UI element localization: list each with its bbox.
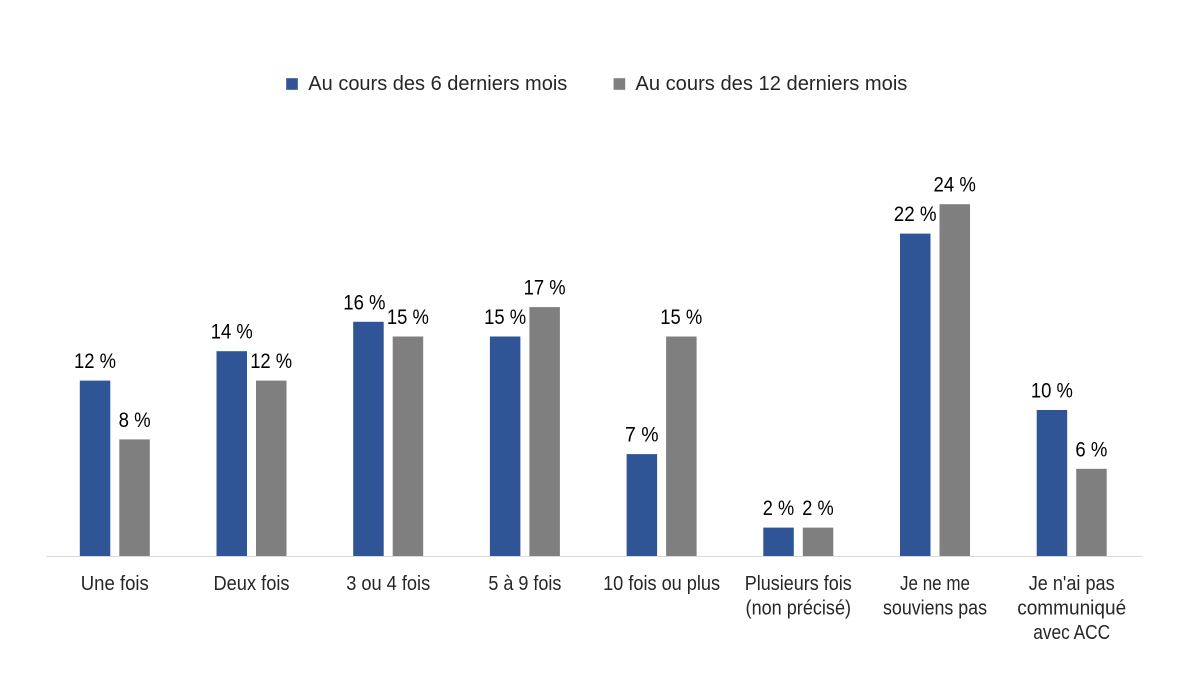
svg-text:10 fois ou plus: 10 fois ou plus — [603, 573, 720, 595]
svg-text:Plusieurs fois: Plusieurs fois — [745, 573, 852, 595]
svg-text:(non précisé): (non précisé) — [746, 598, 852, 620]
svg-text:15 %: 15 % — [484, 306, 526, 329]
svg-text:Je n'ai pas: Je n'ai pas — [1029, 573, 1115, 595]
svg-text:Au cours des 6 derniers mois: Au cours des 6 derniers mois — [308, 73, 567, 95]
svg-text:7 %: 7 % — [625, 424, 659, 447]
svg-text:6 %: 6 % — [1075, 438, 1107, 461]
svg-text:12 %: 12 % — [250, 350, 292, 373]
svg-text:10 %: 10 % — [1031, 380, 1073, 403]
svg-text:17 %: 17 % — [524, 277, 566, 300]
svg-text:Une fois: Une fois — [81, 573, 149, 595]
svg-text:22 %: 22 % — [894, 203, 937, 226]
svg-text:14 %: 14 % — [211, 321, 253, 344]
svg-text:5 à 9 fois: 5 à 9 fois — [488, 573, 561, 595]
svg-text:Deux fois: Deux fois — [214, 573, 290, 595]
svg-text:15 %: 15 % — [660, 306, 702, 329]
svg-text:2 %: 2 % — [802, 497, 833, 520]
svg-text:avec ACC: avec ACC — [1033, 622, 1110, 644]
svg-text:24 %: 24 % — [934, 174, 976, 197]
svg-text:12 %: 12 % — [74, 350, 116, 373]
svg-text:16 %: 16 % — [343, 291, 385, 314]
svg-text:2 %: 2 % — [763, 497, 794, 520]
svg-text:3 ou 4 fois: 3 ou 4 fois — [346, 573, 430, 595]
svg-text:Je ne me: Je ne me — [900, 573, 970, 595]
svg-text:15 %: 15 % — [387, 306, 429, 329]
svg-text:8 %: 8 % — [119, 409, 151, 432]
svg-text:communiqué: communiqué — [1017, 598, 1126, 620]
svg-text:souviens pas: souviens pas — [883, 598, 987, 620]
svg-text:Au cours des 12 derniers mois: Au cours des 12 derniers mois — [635, 73, 907, 95]
